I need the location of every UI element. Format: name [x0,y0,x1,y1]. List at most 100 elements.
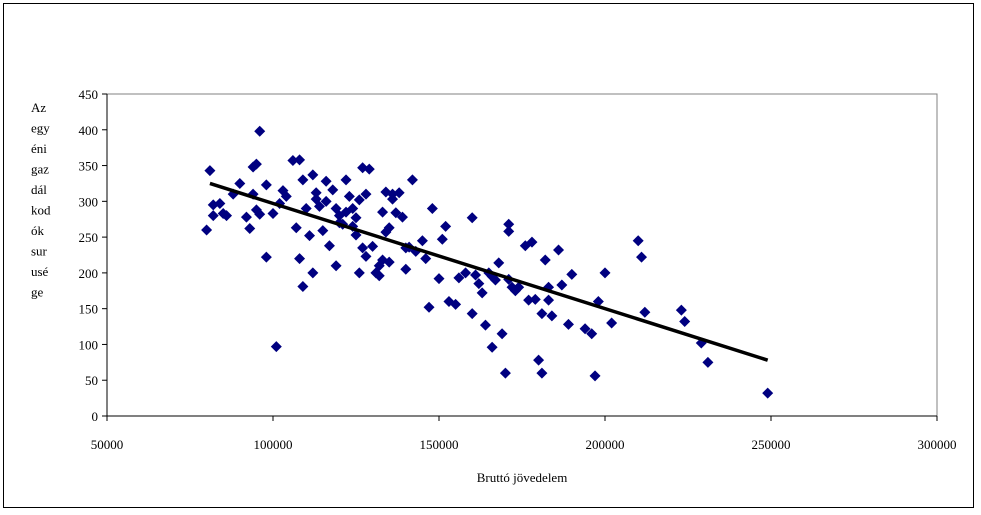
data-point [529,293,541,305]
data-point [416,235,428,247]
data-point [436,233,448,245]
data-point [221,210,233,222]
data-point [426,202,438,214]
y-tick-label: 350 [79,159,99,174]
data-point [400,263,412,275]
y-axis-title-line: gaz [31,162,49,177]
y-axis-title-line: dál [31,182,47,197]
data-point [589,370,601,382]
data-point [556,279,568,291]
data-point [526,236,538,248]
y-axis-title-line: Az [31,100,46,115]
data-point [546,310,558,322]
data-point [543,294,555,306]
data-point [297,174,309,186]
data-point [606,317,618,329]
data-point [440,220,452,232]
data-point [702,356,714,368]
data-point [632,235,644,247]
y-axis-title-line: egy [31,121,50,136]
y-tick-label: 250 [79,230,99,245]
data-point [330,260,342,272]
data-point [357,242,369,254]
data-point [536,308,548,320]
data-point [579,323,591,335]
data-point [304,230,316,242]
chart-frame [3,3,974,508]
y-tick-label: 400 [79,123,99,138]
y-axis-title-line: éni [31,141,47,156]
data-point [313,200,325,212]
data-point [523,294,535,306]
x-axis: 50000 100000 150000 200000 250000 300000 [91,415,957,452]
data-point [254,208,266,220]
data-point [254,125,266,137]
data-point [353,267,365,279]
data-point [396,211,408,223]
data-point [476,287,488,299]
data-point [486,341,498,353]
data-points [201,125,774,399]
data-point [433,273,445,285]
data-point [363,163,375,175]
data-point [307,267,319,279]
data-point [479,319,491,331]
data-point [294,253,306,265]
data-point [310,187,322,199]
x-tick-label: 250000 [752,437,791,452]
x-tick-label: 300000 [918,437,957,452]
data-point [300,202,312,214]
data-point [493,257,505,269]
data-point [533,354,545,366]
x-tick-label: 100000 [254,437,293,452]
data-point [207,210,219,222]
data-point [599,267,611,279]
data-point [320,175,332,187]
data-point [513,281,525,293]
data-point [240,211,252,223]
data-point [423,301,435,313]
data-point [460,267,472,279]
data-point [290,222,302,234]
y-tick-label: 450 [79,87,99,102]
data-point [317,225,329,237]
data-point [204,165,216,177]
data-point [466,212,478,224]
data-point [297,280,309,292]
data-point [280,190,292,202]
data-point [387,193,399,205]
data-point [270,341,282,353]
y-axis-title-line: kod [31,203,51,218]
y-tick-label: 200 [79,266,99,281]
x-axis-title: Bruttó jövedelem [477,470,568,485]
plot-area [106,93,938,417]
data-point [343,190,355,202]
data-point [503,218,515,230]
data-point [762,387,774,399]
data-point [360,188,372,200]
y-tick-label: 100 [79,337,99,352]
data-point [496,328,508,340]
y-tick-label: 50 [85,373,98,388]
data-point [360,250,372,262]
data-point [406,174,418,186]
data-point [562,318,574,330]
data-point [347,202,359,214]
data-point [393,187,405,199]
data-point [201,224,213,236]
y-axis-title-line: ge [31,285,44,300]
data-point [383,222,395,234]
y-tick-label: 0 [92,409,99,424]
y-tick-label: 300 [79,194,99,209]
data-point [307,169,319,181]
data-point [586,328,598,340]
data-point [383,256,395,268]
data-point [636,251,648,263]
data-point [260,179,272,191]
data-point [373,270,385,282]
data-point [340,174,352,186]
y-axis-title-line: sur [31,244,48,259]
data-point [453,272,465,284]
trend-line [209,181,769,362]
data-point [244,223,256,235]
